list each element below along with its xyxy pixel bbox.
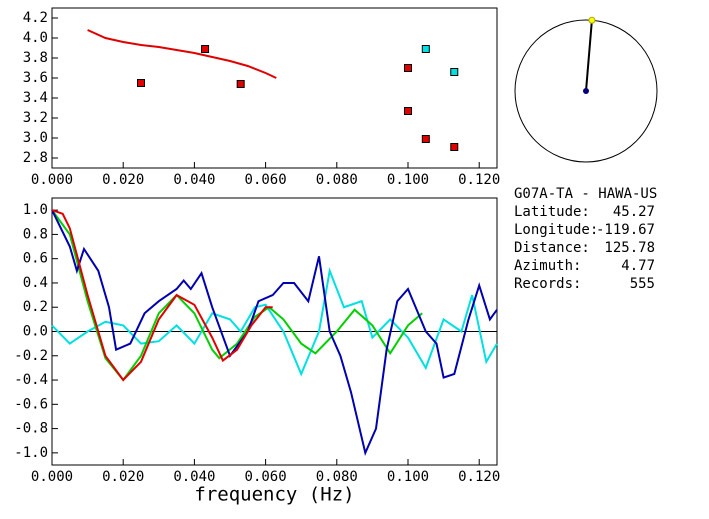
field-label: Distance: [514,240,590,256]
y-tick-label: 0.2 [23,299,48,315]
marker [421,135,430,143]
plot-frame [51,7,498,169]
y-tick-label: 3.2 [23,110,48,126]
y-tick-label: 3.4 [23,90,48,106]
x-tick-label: 0.080 [316,172,358,188]
x-tick-label: 0.020 [102,172,144,188]
field-value: 4.77 [621,258,655,274]
x-tick-label: 0.040 [173,172,215,188]
marker [450,143,459,151]
y-tick-label: -0.4 [14,372,48,388]
station-name: G07A-TA - HAWA-US [514,186,657,202]
field-value: 555 [630,276,655,292]
field-label: Records: [514,276,581,292]
x-tick-label: 0.020 [102,469,144,485]
y-tick-label: 0.6 [23,251,48,267]
x-tick-label: 0.000 [31,469,73,485]
azimuth-needle [585,20,593,92]
y-tick-label: 3.0 [23,130,48,146]
x-axis-label: frequency (Hz) [194,484,354,506]
field-value: 125.78 [604,240,655,256]
marker [236,80,245,88]
x-tick-label: 0.100 [387,469,429,485]
marker [450,68,459,76]
y-tick-label: 1.0 [23,202,48,218]
y-tick-label: -1.0 [14,445,48,461]
series-line [51,209,498,457]
marker [404,107,412,115]
marker [201,45,210,53]
y-tick-label: 3.6 [23,70,48,86]
y-tick-label: -0.8 [14,421,48,437]
event-dot [588,16,596,24]
series-line [87,29,277,79]
y-tick-label: 0.0 [23,324,48,340]
y-tick-label: 0.8 [23,226,48,242]
x-tick-label: 0.100 [387,172,429,188]
x-tick-label: 0.060 [245,172,287,188]
y-tick-label: 0.4 [23,275,48,291]
station-dot [583,88,589,94]
y-tick-label: -0.2 [14,348,48,364]
field-label: Longitude: [514,222,598,238]
series-line [51,209,273,382]
y-tick-label: 4.2 [23,10,48,26]
field-value: 45.27 [613,204,655,220]
x-tick-label: 0.040 [173,469,215,485]
x-tick-label: 0.080 [316,469,358,485]
field-label: Azimuth: [514,258,581,274]
x-tick-label: 0.060 [245,469,287,485]
marker [421,45,430,53]
y-tick-label: 3.8 [23,50,48,66]
azimuth-circle [514,19,658,163]
field-value: -119.67 [596,222,655,238]
x-tick-label: 0.000 [31,172,73,188]
x-tick-label: 0.120 [458,469,500,485]
series-line [51,267,498,377]
y-tick-label: 2.8 [23,150,48,166]
field-label: Latitude: [514,204,590,220]
y-tick-label: 4.0 [23,30,48,46]
marker [137,79,145,87]
marker [404,64,412,72]
x-tick-label: 0.120 [458,172,500,188]
y-tick-label: -0.6 [14,396,48,412]
